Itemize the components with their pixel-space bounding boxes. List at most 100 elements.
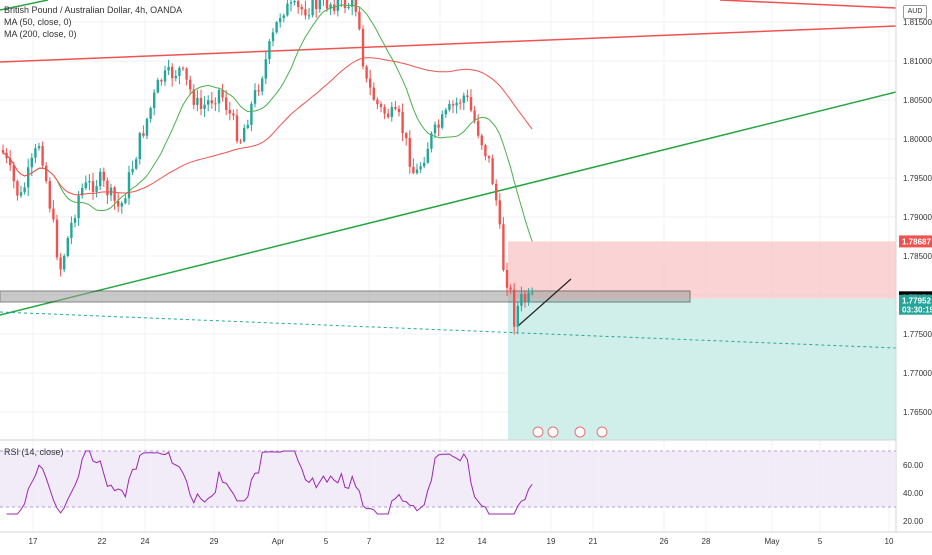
x-tick-label: 19 (547, 537, 556, 546)
candle-body (405, 133, 407, 138)
rsi-band (0, 451, 896, 507)
rsi-tick-label: 20.00 (903, 517, 924, 526)
candle-body (218, 90, 220, 103)
candle-body (167, 67, 169, 71)
ma200-line (3, 58, 532, 195)
candle-body (279, 18, 281, 22)
candle-body (250, 104, 252, 125)
candle-body (146, 119, 148, 136)
candle-body (74, 218, 76, 223)
event-marker-icon (533, 427, 543, 437)
candle-body (103, 172, 105, 181)
candle-body (286, 4, 288, 16)
candle-body (178, 68, 180, 76)
event-marker-icon (575, 427, 585, 437)
candle-body (311, 0, 313, 15)
trend-line-red-upper (720, 0, 896, 8)
candle-body (34, 148, 36, 158)
candle-body (509, 288, 511, 290)
candle-body (520, 294, 522, 306)
x-tick-label: 10 (885, 537, 894, 546)
candle-body (121, 203, 123, 206)
candle-body (293, 1, 295, 2)
stop-zone (508, 241, 896, 298)
candle-body (2, 150, 4, 153)
candle-body (358, 12, 360, 29)
candle-body (63, 256, 65, 270)
candle-body (304, 9, 306, 15)
candle-body (275, 22, 277, 32)
candle-body (373, 88, 375, 100)
candle-body (27, 167, 29, 187)
candle-body (164, 70, 166, 81)
candle-body (92, 181, 94, 192)
candle-body (513, 290, 515, 327)
candle-body (128, 172, 130, 198)
candle-body (45, 166, 47, 182)
candle-body (409, 138, 411, 167)
x-tick-label: 26 (660, 537, 669, 546)
candle-body (171, 67, 173, 78)
candle-body (88, 181, 90, 182)
candle-body (445, 110, 447, 114)
candle-body (232, 113, 234, 115)
candle-body (31, 158, 33, 168)
rsi-tick-label: 60.00 (903, 461, 924, 470)
x-tick-label: 29 (210, 537, 219, 546)
candle-body (319, 0, 321, 9)
candle-body (95, 186, 97, 192)
candle-body (423, 163, 425, 166)
y-tick-label: 1.81500 (903, 18, 932, 27)
x-tick-label: 28 (702, 537, 711, 546)
trend-line-red (0, 26, 896, 62)
candle-body (412, 167, 414, 173)
candle-body (229, 110, 231, 113)
y-tick-label: 1.77500 (903, 330, 932, 339)
x-tick-label: Apr (272, 537, 285, 546)
candle-body (401, 112, 403, 133)
candle-body (441, 114, 443, 127)
candle-body (459, 103, 461, 104)
candle-body (99, 172, 101, 186)
candle-body (448, 104, 450, 110)
candle-body (524, 294, 526, 302)
candle-body (20, 192, 22, 195)
legend-ma50: MA (50, close, 0) (4, 17, 72, 28)
candle-body (380, 104, 382, 107)
candle-body (221, 90, 223, 98)
candle-body (200, 98, 202, 109)
candle-body (239, 141, 241, 142)
candle-body (13, 165, 15, 181)
stop-level-tag: 1.78687 (902, 237, 931, 246)
candle-body (455, 103, 457, 106)
x-tick-label: 7 (367, 537, 372, 546)
candle-body (391, 107, 393, 117)
y-tick-label: 1.78500 (903, 252, 932, 261)
candle-body (207, 100, 209, 104)
candle-body (427, 149, 429, 163)
candle-body (124, 198, 126, 203)
candle-body (347, 7, 349, 8)
candle-body (484, 145, 486, 156)
y-tick-label: 1.80000 (903, 135, 932, 144)
candle-body (257, 90, 259, 91)
currency-badge[interactable]: AUD (903, 5, 927, 19)
candle-body (369, 79, 371, 88)
candle-body (157, 80, 159, 92)
candle-body (437, 125, 439, 128)
candle-body (488, 156, 490, 158)
candle-body (243, 128, 245, 141)
candle-body (434, 125, 436, 134)
target-zone (508, 299, 896, 440)
candle-body (16, 181, 18, 195)
y-tick-label: 1.80500 (903, 96, 932, 105)
candle-body (290, 2, 292, 3)
candle-body (398, 109, 400, 112)
candle-body (272, 32, 274, 41)
candle-body (466, 96, 468, 97)
candle-body (153, 93, 155, 108)
ma50-line (3, 5, 532, 242)
candle-body (189, 80, 191, 90)
